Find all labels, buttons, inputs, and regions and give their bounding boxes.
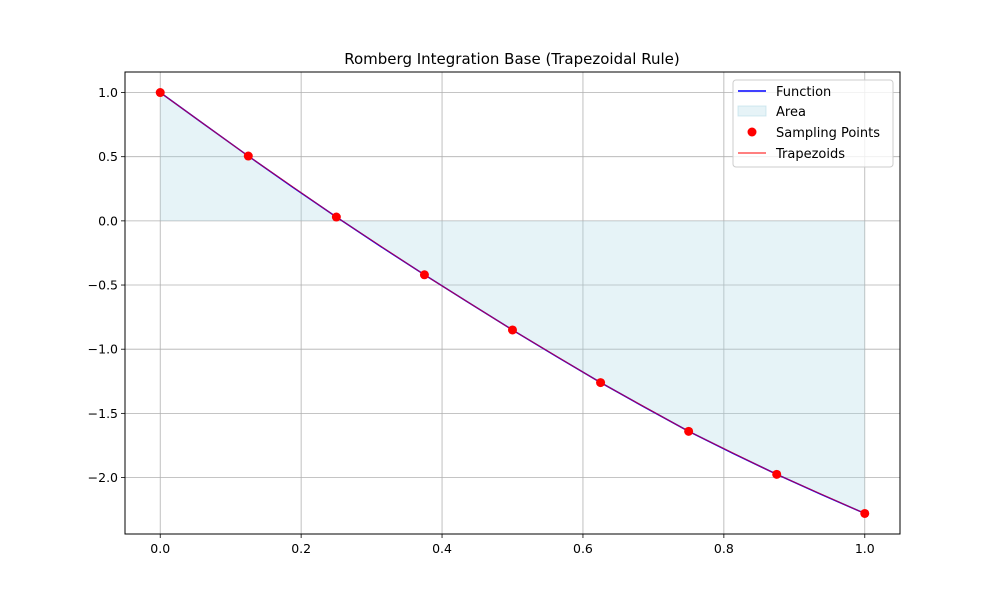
y-tick-label: −0.5 [88,278,118,293]
x-tick-label: 0.0 [150,541,170,556]
trapezoid-segment [776,473,865,514]
legend-sampling-swatch [747,127,757,137]
y-tick-label: 0.0 [98,213,118,228]
sampling-point [596,378,606,388]
legend: Function Area Sampling Points Trapezoids [732,79,894,168]
trapezoid-segment [159,92,249,157]
trapezoid-segment [336,216,425,276]
legend-box [732,79,894,168]
legend-area-label: Area [776,105,806,120]
x-tick-label: 0.8 [714,541,734,556]
trapezoid-segment [248,155,337,218]
sampling-point [772,469,782,479]
y-tick-label: −1.0 [88,342,118,357]
area-layer [160,92,865,514]
trapezoid-segment [600,382,689,432]
trapezoid-segment [512,329,601,383]
trapezoid-segment [688,430,777,475]
sampling-point [684,426,694,436]
y-tick-label: 1.0 [98,85,118,100]
y-tick-label: 0.5 [98,149,118,164]
sampling-point [155,88,165,98]
area-fill [160,92,865,514]
sampling-point [860,508,870,518]
y-tick-label: −1.5 [88,406,118,421]
sampling-point [419,270,429,280]
sampling-point [243,151,253,161]
chart-title: Romberg Integration Base (Trapezoidal Ru… [344,50,680,68]
x-tick-label: 0.6 [573,541,593,556]
y-tick-label: −2.0 [88,470,118,485]
sampling-point [331,212,341,222]
y-axis-ticks: 1.0 0.5 0.0 −0.5 −1.0 −1.5 −2.0 [88,85,125,485]
x-tick-label: 0.2 [291,541,311,556]
legend-trapezoids-label: Trapezoids [775,147,845,162]
x-tick-label: 1.0 [855,541,875,556]
x-tick-label: 0.4 [432,541,452,556]
legend-sampling-label: Sampling Points [776,126,880,141]
x-axis-ticks: 0.0 0.2 0.4 0.6 0.8 1.0 [150,534,875,556]
sampling-point [508,325,517,335]
points-layer [155,88,870,518]
legend-function-label: Function [776,85,831,100]
plot-frame [124,71,901,535]
legend-area-swatch [737,105,767,117]
trapezoid-segment [424,274,513,331]
